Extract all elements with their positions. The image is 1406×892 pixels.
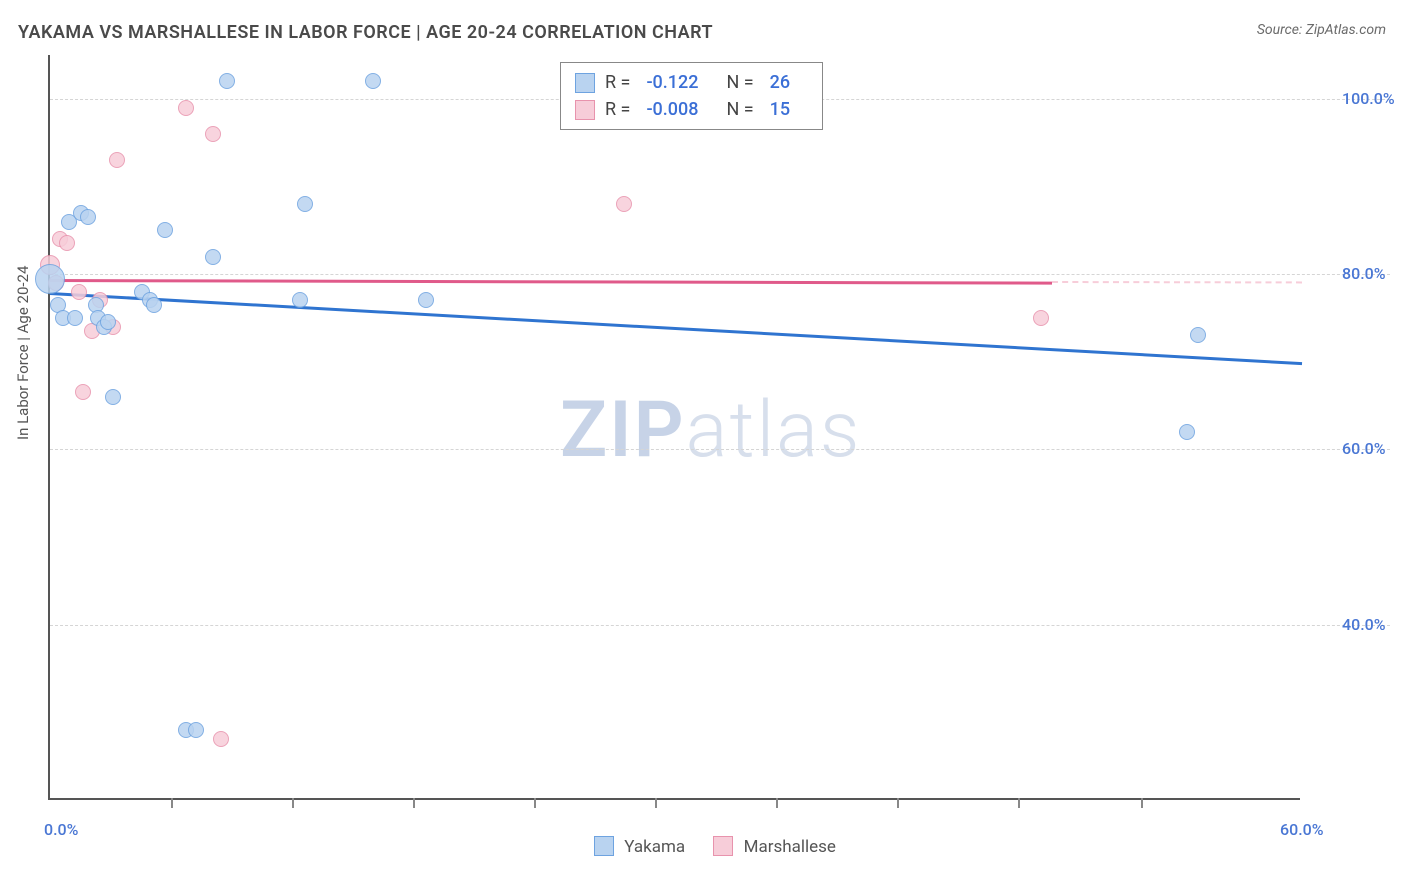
legend-label-marshallese: Marshallese xyxy=(744,837,836,857)
x-tick-label: 0.0% xyxy=(44,820,78,839)
stats-row-yakama: R = -0.122 N = 26 xyxy=(575,69,808,96)
data-point-yakama xyxy=(35,264,65,294)
swatch-marshallese xyxy=(575,100,595,120)
data-point-yakama xyxy=(297,196,313,212)
y-tick-label: 40.0% xyxy=(1342,615,1386,634)
trend-line xyxy=(50,292,1302,365)
r-label: R = xyxy=(605,69,630,96)
data-point-yakama xyxy=(67,310,83,326)
watermark-zip: ZIP xyxy=(560,385,686,476)
x-tick-label: 60.0% xyxy=(1280,820,1324,839)
gridline-h xyxy=(50,449,1390,450)
x-minor-tick xyxy=(1141,798,1143,808)
watermark: ZIPatlas xyxy=(560,385,861,476)
r-value-marshallese: -0.008 xyxy=(646,96,698,123)
data-point-marshallese xyxy=(213,731,229,747)
x-minor-tick xyxy=(413,798,415,808)
gridline-h xyxy=(50,625,1390,626)
y-axis-label: In Labor Force | Age 20-24 xyxy=(14,266,32,440)
n-value-yakama: 26 xyxy=(770,69,790,96)
data-point-marshallese xyxy=(75,384,91,400)
data-point-yakama xyxy=(1190,327,1206,343)
source-name: ZipAtlas.com xyxy=(1306,22,1386,38)
data-point-yakama xyxy=(205,249,221,265)
stats-legend: R = -0.122 N = 26 R = -0.008 N = 15 xyxy=(560,62,823,130)
x-minor-tick xyxy=(171,798,173,808)
y-tick-label: 60.0% xyxy=(1342,439,1386,458)
data-point-yakama xyxy=(1179,424,1195,440)
data-point-yakama xyxy=(105,389,121,405)
watermark-atlas: atlas xyxy=(686,385,862,476)
data-point-marshallese xyxy=(59,235,75,251)
trend-line-dash xyxy=(1052,281,1302,283)
series-legend: Yakama Marshallese xyxy=(0,836,1406,857)
r-value-yakama: -0.122 xyxy=(646,69,698,96)
r-label: R = xyxy=(605,96,630,123)
data-point-marshallese xyxy=(178,100,194,116)
data-point-yakama xyxy=(365,73,381,89)
correlation-chart: YAKAMA VS MARSHALLESE IN LABOR FORCE | A… xyxy=(0,0,1406,892)
x-minor-tick xyxy=(292,798,294,808)
x-minor-tick xyxy=(776,798,778,808)
x-minor-tick xyxy=(655,798,657,808)
n-value-marshallese: 15 xyxy=(770,96,790,123)
x-minor-tick xyxy=(897,798,899,808)
data-point-marshallese xyxy=(616,196,632,212)
plot-area: ZIPatlas xyxy=(48,55,1300,800)
data-point-marshallese xyxy=(109,152,125,168)
data-point-yakama xyxy=(292,292,308,308)
data-point-marshallese xyxy=(71,284,87,300)
data-point-yakama xyxy=(146,297,162,313)
gridline-h xyxy=(50,274,1390,275)
data-point-marshallese xyxy=(1033,310,1049,326)
legend-label-yakama: Yakama xyxy=(624,837,685,857)
y-tick-label: 80.0% xyxy=(1342,264,1386,283)
data-point-yakama xyxy=(100,314,116,330)
data-point-marshallese xyxy=(205,126,221,142)
x-minor-tick xyxy=(1018,798,1020,808)
chart-title: YAKAMA VS MARSHALLESE IN LABOR FORCE | A… xyxy=(18,22,713,43)
swatch-yakama-bottom xyxy=(594,836,614,856)
swatch-marshallese-bottom xyxy=(713,836,733,856)
x-minor-tick xyxy=(534,798,536,808)
n-label: N = xyxy=(726,69,753,96)
data-point-yakama xyxy=(418,292,434,308)
data-point-yakama xyxy=(80,209,96,225)
source-prefix: Source: xyxy=(1257,22,1306,38)
data-point-yakama xyxy=(157,222,173,238)
data-point-yakama xyxy=(219,73,235,89)
y-tick-label: 100.0% xyxy=(1342,89,1395,108)
stats-row-marshallese: R = -0.008 N = 15 xyxy=(575,96,808,123)
data-point-yakama xyxy=(188,722,204,738)
trend-line xyxy=(50,279,1052,284)
swatch-yakama xyxy=(575,73,595,93)
n-label: N = xyxy=(726,96,753,123)
source-attribution: Source: ZipAtlas.com xyxy=(1257,22,1386,38)
